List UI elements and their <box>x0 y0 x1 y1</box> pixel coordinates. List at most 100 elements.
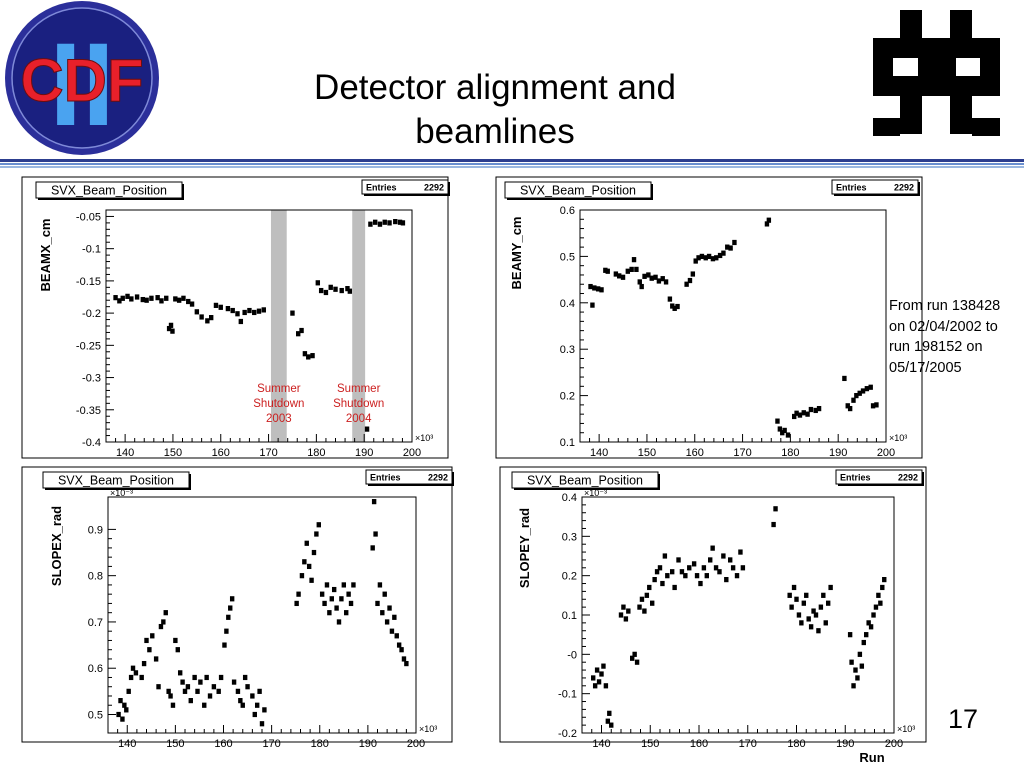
data-point <box>400 220 406 226</box>
data-point <box>195 688 200 694</box>
data-point <box>639 283 644 290</box>
data-point <box>256 308 262 314</box>
x-tick-label: 200 <box>877 447 895 459</box>
data-point <box>828 584 833 591</box>
plot-title-box <box>42 471 190 489</box>
data-point <box>683 573 688 579</box>
x-tick-label: 190 <box>829 447 847 459</box>
data-point <box>314 531 319 537</box>
data-point <box>229 596 235 602</box>
data-point <box>168 322 174 328</box>
x-tick-label: 170 <box>739 738 757 750</box>
data-point <box>116 711 121 718</box>
run-range-note: From run 138428 on 02/04/2002 to run 198… <box>889 296 1024 378</box>
x-tick-label: 180 <box>307 447 325 459</box>
data-point <box>150 633 155 639</box>
data-point <box>653 274 658 280</box>
data-point <box>657 565 663 571</box>
data-point <box>714 255 719 261</box>
data-point <box>168 693 173 699</box>
y-axis-label: SLOPEY_rad <box>517 508 532 588</box>
data-point <box>245 684 250 690</box>
data-point <box>699 253 705 259</box>
x-axis-multiplier: ×10³ <box>889 433 907 443</box>
data-point <box>730 565 736 571</box>
data-point <box>797 412 803 418</box>
data-point <box>242 309 247 316</box>
data-point <box>211 684 217 690</box>
data-point <box>605 718 611 724</box>
y-axis-multiplier: ×10⁻³ <box>584 488 607 498</box>
data-point <box>721 250 726 256</box>
stats-label: Entries <box>840 473 871 483</box>
data-point <box>238 318 244 325</box>
fermilab-logo-bar <box>918 52 956 82</box>
y-tick-label: 0.2 <box>562 571 577 583</box>
data-point <box>823 620 828 626</box>
data-point <box>225 306 231 312</box>
data-point <box>811 608 816 614</box>
data-point <box>247 307 252 314</box>
data-point <box>228 605 233 611</box>
data-point <box>637 279 642 285</box>
data-point <box>851 397 856 403</box>
data-point <box>631 257 637 263</box>
data-point <box>346 591 351 597</box>
data-point <box>590 302 595 308</box>
data-point <box>252 309 257 316</box>
data-point <box>684 281 689 287</box>
data-point <box>192 674 197 681</box>
data-point <box>690 271 696 277</box>
data-point <box>672 305 677 311</box>
data-point <box>155 295 160 301</box>
data-point <box>380 610 385 616</box>
data-point <box>238 698 243 704</box>
fermilab-logo <box>873 10 1000 136</box>
data-point <box>868 384 873 390</box>
fermilab-logo-bar <box>873 58 893 76</box>
data-point <box>113 295 118 301</box>
run-range-note-line: run 198152 on <box>889 339 983 355</box>
x-tick-label: 180 <box>787 738 805 750</box>
data-point <box>207 693 213 699</box>
data-point <box>853 667 858 673</box>
y-tick-label: -0.1 <box>558 689 577 701</box>
data-point <box>372 219 378 225</box>
data-point <box>345 286 350 292</box>
shutdown-label: Shutdown <box>333 398 384 410</box>
data-point <box>327 610 332 616</box>
data-point <box>880 584 885 591</box>
data-point <box>180 679 185 685</box>
data-point <box>857 651 863 657</box>
data-point <box>734 573 740 579</box>
data-point <box>290 310 295 316</box>
data-point <box>662 553 668 559</box>
data-point <box>216 688 221 694</box>
data-point <box>377 221 383 227</box>
header-rule <box>0 159 1024 162</box>
y-tick-label: 0.7 <box>88 617 103 629</box>
data-point <box>328 284 333 290</box>
data-point <box>818 604 824 610</box>
data-point <box>687 565 692 571</box>
data-point <box>609 722 614 728</box>
x-axis-multiplier: ×10³ <box>419 724 437 734</box>
data-point <box>140 296 146 303</box>
data-point <box>368 221 373 227</box>
stats-box <box>361 179 449 195</box>
data-point <box>128 674 134 681</box>
data-point <box>323 289 329 296</box>
data-point <box>117 298 122 304</box>
shutdown-band <box>352 210 366 442</box>
plot-title: SVX_Beam_Position <box>527 474 643 488</box>
data-point <box>164 295 169 301</box>
data-point <box>805 411 810 417</box>
data-point <box>868 624 874 630</box>
data-point <box>149 295 154 301</box>
data-point <box>672 584 677 591</box>
data-point <box>864 632 869 638</box>
data-point <box>650 600 655 606</box>
data-point <box>125 293 130 299</box>
slide-title-line: beamlines <box>415 112 575 151</box>
data-point <box>623 616 629 622</box>
